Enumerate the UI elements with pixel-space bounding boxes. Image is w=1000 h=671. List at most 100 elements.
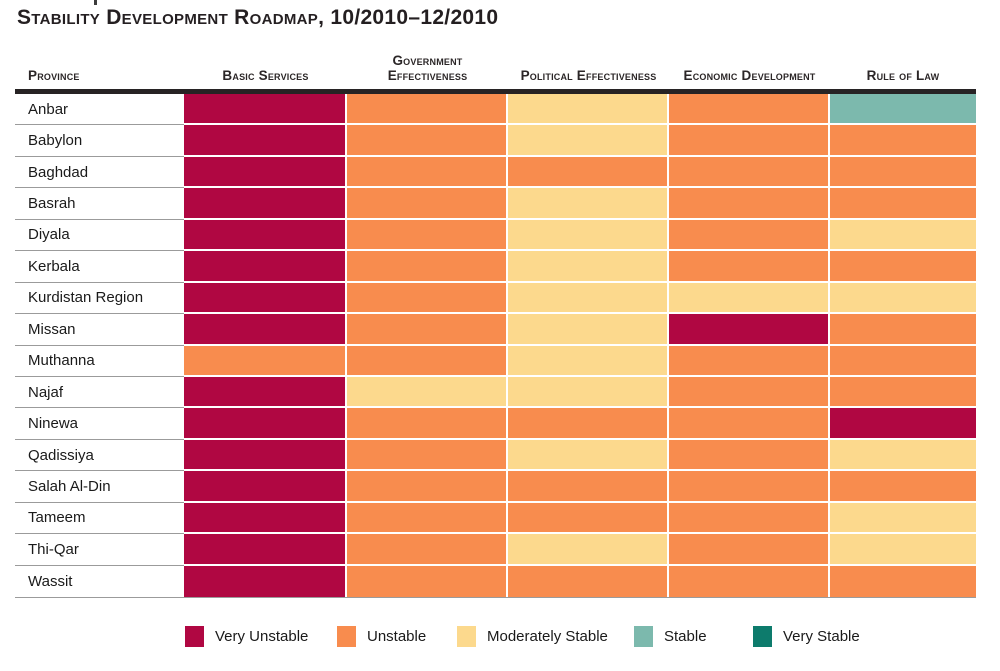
rating-cell xyxy=(184,439,347,472)
legend-swatch xyxy=(634,626,653,647)
province-cell: Muthanna xyxy=(15,345,184,377)
rating-cell xyxy=(508,219,669,252)
rating-cell xyxy=(347,471,508,503)
legend-label: Stable xyxy=(664,628,707,645)
rating-cell xyxy=(669,94,830,126)
legend-label: Unstable xyxy=(367,628,427,645)
rating-cell xyxy=(347,314,508,346)
table-row: Babylon xyxy=(15,125,976,157)
rating-cell xyxy=(347,565,508,597)
rating-cell xyxy=(184,471,347,503)
rating-cell xyxy=(669,376,830,409)
rating-cell xyxy=(184,345,347,377)
rating-cell xyxy=(830,565,976,597)
legend-swatch xyxy=(753,626,772,647)
rating-cell xyxy=(508,94,669,126)
province-cell: Basrah xyxy=(15,188,184,220)
rating-cell xyxy=(184,188,347,220)
rating-cell xyxy=(830,125,976,157)
column-header-rule-of-law: Rule of Law xyxy=(866,68,940,84)
province-cell: Qadissiya xyxy=(15,439,184,472)
column-header-basic-services: Basic Services xyxy=(222,68,309,84)
rating-cell xyxy=(669,534,830,566)
province-cell: Ninewa xyxy=(15,408,184,440)
rating-cell xyxy=(669,345,830,377)
table-body: Anbar Babylon Baghdad Basrah Diyala Kerbala Ku… xyxy=(15,94,976,598)
table-row: Salah Al-Din xyxy=(15,471,976,503)
rating-cell xyxy=(184,251,347,283)
cropped-text-fragment xyxy=(94,0,97,5)
rating-cell xyxy=(669,251,830,283)
rating-cell xyxy=(347,156,508,189)
legend-swatch xyxy=(185,626,204,647)
rating-cell xyxy=(184,502,347,535)
rating-cell xyxy=(508,125,669,157)
rating-cell xyxy=(184,376,347,409)
province-cell: Thi-Qar xyxy=(15,534,184,566)
rating-cell xyxy=(508,188,669,220)
rating-cell xyxy=(669,471,830,503)
legend-item: Very Stable xyxy=(753,626,860,647)
rating-cell xyxy=(347,219,508,252)
legend-label: Very Stable xyxy=(783,628,860,645)
legend-swatch xyxy=(457,626,476,647)
rating-cell xyxy=(669,125,830,157)
table-row: Kerbala xyxy=(15,251,976,283)
rating-cell xyxy=(347,345,508,377)
rating-cell xyxy=(184,125,347,157)
legend: Very Unstable Unstable Moderately Stable St… xyxy=(0,626,1000,650)
rating-cell xyxy=(669,314,830,346)
rating-cell xyxy=(347,125,508,157)
rating-cell xyxy=(184,156,347,189)
rating-cell xyxy=(184,408,347,440)
table-row: Thi-Qar xyxy=(15,534,976,566)
rating-cell xyxy=(830,314,976,346)
rating-cell xyxy=(508,376,669,409)
rating-cell xyxy=(508,471,669,503)
rating-cell xyxy=(347,502,508,535)
table-row: Tameem xyxy=(15,502,976,535)
table-row: Baghdad xyxy=(15,156,976,189)
legend-item: Stable xyxy=(634,626,707,647)
rating-cell xyxy=(669,502,830,535)
rating-cell xyxy=(669,408,830,440)
rating-cell xyxy=(669,439,830,472)
table-row: Wassit xyxy=(15,565,976,597)
rating-cell xyxy=(508,408,669,440)
rating-cell xyxy=(830,439,976,472)
province-cell: Babylon xyxy=(15,125,184,157)
table-row: Najaf xyxy=(15,376,976,409)
province-cell: Diyala xyxy=(15,219,184,252)
rating-cell xyxy=(830,345,976,377)
rating-cell xyxy=(508,534,669,566)
column-header-province: Province xyxy=(28,68,80,84)
rating-cell xyxy=(508,156,669,189)
table-header: Province Basic Services Government Effec… xyxy=(15,44,976,89)
rating-cell xyxy=(347,94,508,126)
table-row: Qadissiya xyxy=(15,439,976,472)
rating-cell xyxy=(347,534,508,566)
rating-cell xyxy=(184,94,347,126)
province-cell: Tameem xyxy=(15,502,184,535)
table-row: Muthanna xyxy=(15,345,976,377)
rating-cell xyxy=(508,565,669,597)
rating-cell xyxy=(830,408,976,440)
legend-label: Moderately Stable xyxy=(487,628,608,645)
legend-item: Moderately Stable xyxy=(457,626,608,647)
province-cell: Missan xyxy=(15,314,184,346)
rating-cell xyxy=(347,376,508,409)
rating-cell xyxy=(830,282,976,315)
rating-cell xyxy=(830,188,976,220)
province-cell: Wassit xyxy=(15,565,184,597)
rating-cell xyxy=(184,282,347,315)
table-row: Kurdistan Region xyxy=(15,282,976,315)
legend-label: Very Unstable xyxy=(215,628,309,645)
rating-cell xyxy=(508,439,669,472)
province-cell: Baghdad xyxy=(15,156,184,189)
rating-cell xyxy=(830,534,976,566)
table-row: Diyala xyxy=(15,219,976,252)
rating-cell xyxy=(184,219,347,252)
rating-cell xyxy=(347,188,508,220)
province-cell: Kurdistan Region xyxy=(15,282,184,315)
